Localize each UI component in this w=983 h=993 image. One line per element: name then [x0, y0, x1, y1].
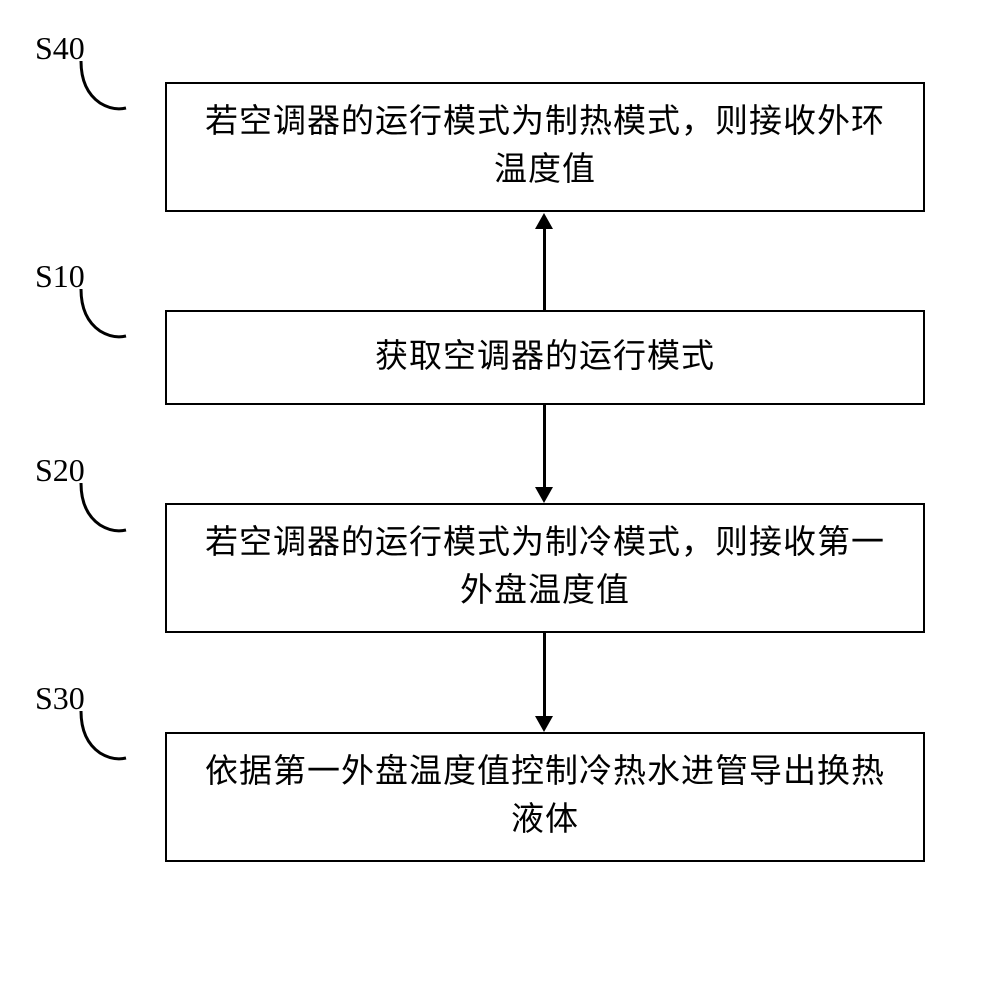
step-box-s30: 依据第一外盘温度值控制冷热水进管导出换热液体 — [165, 732, 925, 862]
arrow-s20-s30-line — [543, 633, 546, 716]
label-tail-s20 — [78, 480, 128, 535]
arrow-s20-s30-head — [535, 716, 553, 732]
arrow-s10-s20-line — [543, 405, 546, 487]
step-box-s10: 获取空调器的运行模式 — [165, 310, 925, 405]
step-box-s20: 若空调器的运行模式为制冷模式，则接收第一外盘温度值 — [165, 503, 925, 633]
label-tail-s10 — [78, 286, 128, 341]
step-text-s10: 获取空调器的运行模式 — [375, 334, 715, 382]
arrow-s10-s20-head — [535, 487, 553, 503]
step-text-s30: 依据第一外盘温度值控制冷热水进管导出换热液体 — [189, 749, 901, 845]
step-text-s40: 若空调器的运行模式为制热模式，则接收外环温度值 — [189, 99, 901, 195]
step-box-s40: 若空调器的运行模式为制热模式，则接收外环温度值 — [165, 82, 925, 212]
step-text-s20: 若空调器的运行模式为制冷模式，则接收第一外盘温度值 — [189, 520, 901, 616]
label-tail-s40 — [78, 58, 128, 113]
label-tail-s30 — [78, 708, 128, 763]
arrow-s10-s40-line — [543, 228, 546, 310]
arrow-s10-s40-head — [535, 213, 553, 229]
